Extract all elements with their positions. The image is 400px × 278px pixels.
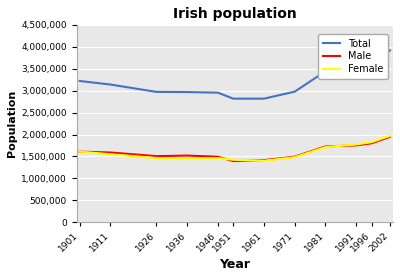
X-axis label: Year: Year <box>219 258 250 271</box>
Female <box>388 134 392 138</box>
Total <box>108 83 113 86</box>
Male <box>185 154 190 157</box>
Female <box>323 145 328 149</box>
Female <box>77 150 82 153</box>
Total <box>323 70 328 73</box>
Male <box>77 150 82 153</box>
Female <box>185 157 190 160</box>
Female <box>108 153 113 156</box>
Title: Irish population: Irish population <box>173 7 297 21</box>
Female <box>354 143 358 146</box>
Total <box>154 90 159 94</box>
Male <box>388 135 392 138</box>
Total <box>262 97 266 100</box>
Line: Female: Female <box>80 136 390 161</box>
Total <box>231 97 236 100</box>
Male <box>323 145 328 148</box>
Female <box>216 157 220 160</box>
Male <box>369 142 374 145</box>
Total <box>354 66 358 69</box>
Female <box>262 159 266 162</box>
Line: Male: Male <box>80 137 390 161</box>
Male <box>154 155 159 158</box>
Legend: Total, Male, Female: Total, Male, Female <box>318 34 388 79</box>
Line: Total: Total <box>80 50 390 99</box>
Male <box>231 159 236 163</box>
Total <box>388 49 392 52</box>
Male <box>292 155 297 158</box>
Male <box>262 158 266 162</box>
Total <box>185 90 190 94</box>
Female <box>369 140 374 144</box>
Total <box>292 90 297 93</box>
Y-axis label: Population: Population <box>7 90 17 157</box>
Male <box>354 144 358 147</box>
Male <box>108 151 113 154</box>
Female <box>154 156 159 160</box>
Total <box>369 61 374 65</box>
Total <box>77 79 82 83</box>
Female <box>292 155 297 159</box>
Female <box>231 158 236 162</box>
Male <box>216 155 220 158</box>
Total <box>216 91 220 94</box>
